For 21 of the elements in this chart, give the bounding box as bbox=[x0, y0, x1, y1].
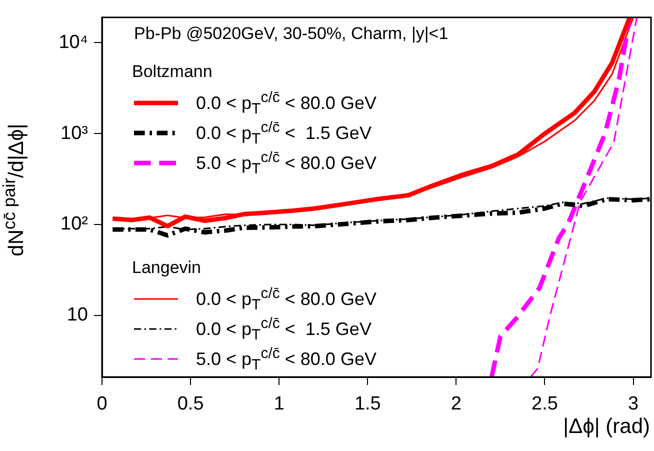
legend-label: 5.0 < p$_{T}$$^{c/c̄}$ < 80.0 GeV bbox=[196, 148, 376, 178]
x-axis-title: |Δϕ| (rad) bbox=[563, 415, 650, 439]
legend-label: 5.0 < p$_{T}$$^{c/c̄}$ < 80.0 GeV bbox=[196, 344, 376, 374]
x-tick-label: 2.5 bbox=[532, 394, 558, 415]
y-tick-label: 10 bbox=[66, 304, 88, 326]
annotation: Boltzmann bbox=[132, 62, 214, 82]
x-tick-label: 1 bbox=[274, 394, 284, 415]
x-tick-label: 2 bbox=[450, 394, 462, 415]
x-tick-label: 3 bbox=[628, 394, 639, 415]
y-tick-label: 10² bbox=[60, 214, 88, 235]
y-tick-label: 10³ bbox=[60, 122, 88, 144]
legend-label: 0.0 < p$_{T}$$^{c/c̄}$ < 1.5 GeV bbox=[196, 118, 372, 148]
x-tick-label: 0.5 bbox=[177, 394, 204, 415]
y-tick-label: 10⁴ bbox=[58, 32, 88, 53]
chart-title: Pb-Pb @5020GeV, 30-50%, Charm, |y|<1 bbox=[134, 24, 448, 44]
x-tick-label: 0 bbox=[96, 394, 108, 415]
legend-label: 0.0 < p$_{T}$$^{c/c̄}$ < 80.0 GeV bbox=[196, 284, 376, 314]
annotation: Langevin bbox=[132, 258, 202, 278]
legend-label: 0.0 < p$_{T}$$^{c/c̄}$ < 80.0 GeV bbox=[196, 88, 376, 118]
legend-label: 0.0 < p$_{T}$$^{c/c̄}$ < 1.5 GeV bbox=[196, 314, 372, 344]
x-tick-label: 1.5 bbox=[354, 394, 381, 415]
